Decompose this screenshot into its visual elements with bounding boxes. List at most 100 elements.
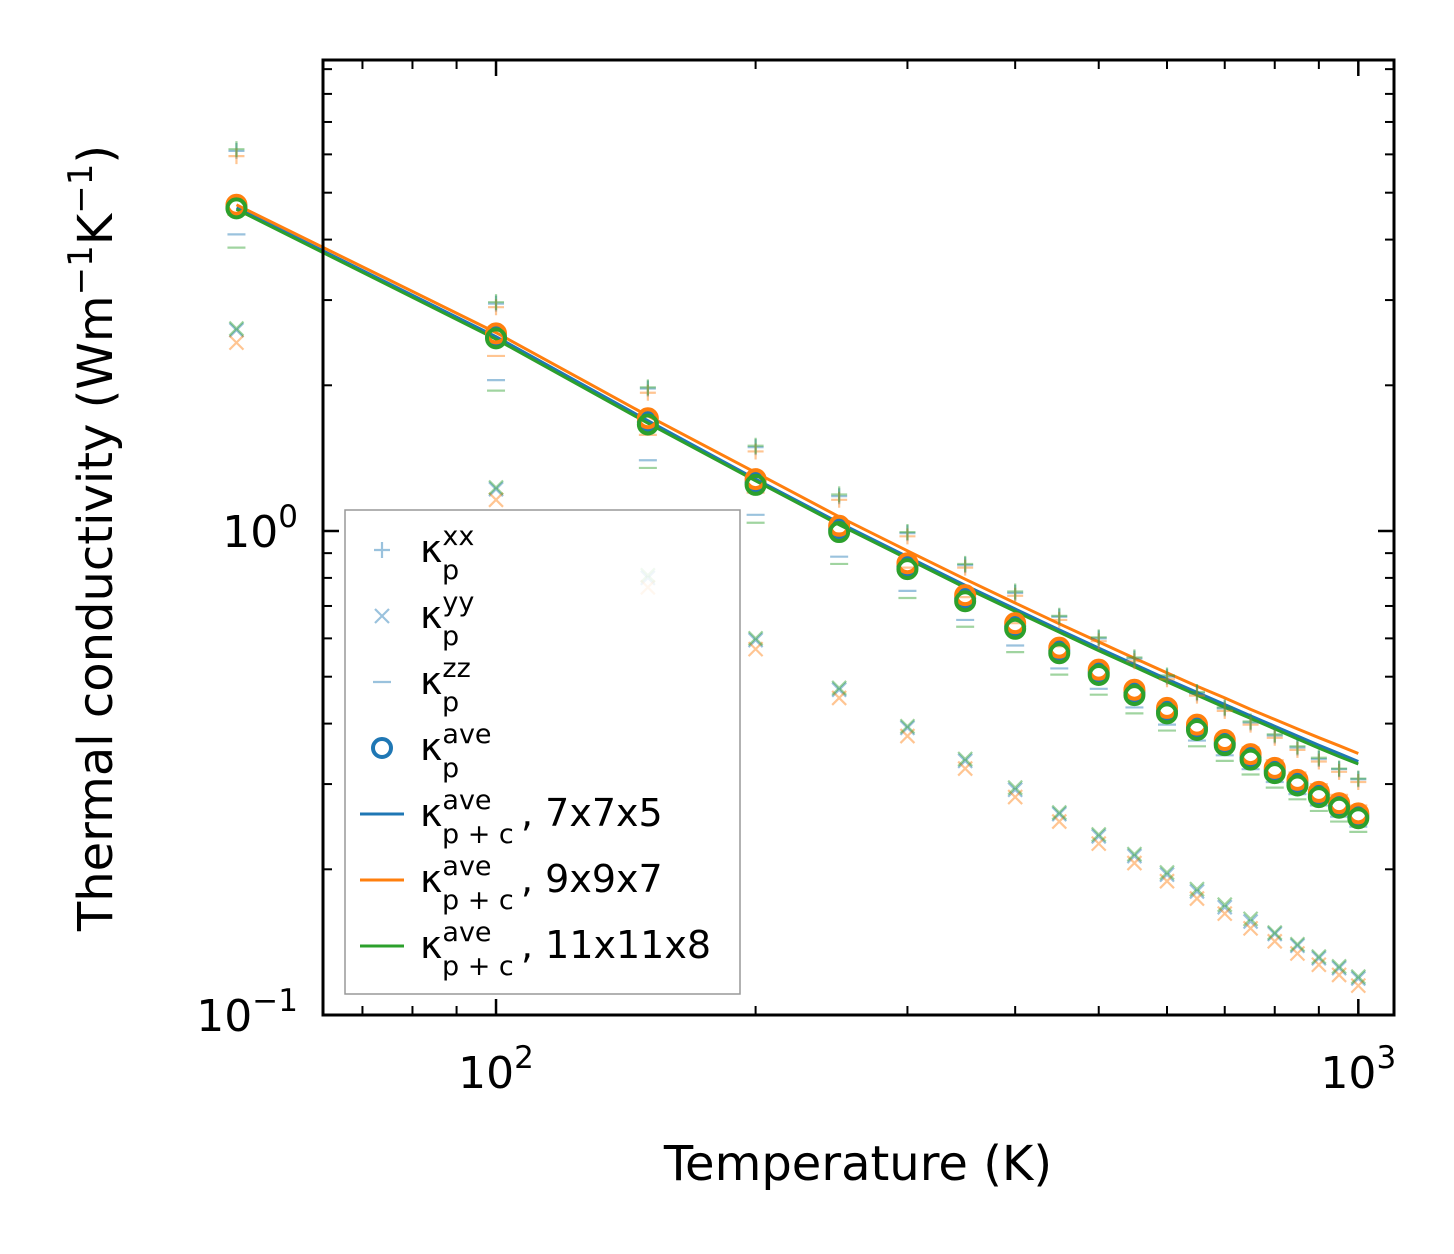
- data-point: [1266, 726, 1283, 743]
- data-point: [1242, 913, 1259, 930]
- data-point: [1051, 611, 1068, 628]
- data-point: [1090, 633, 1107, 650]
- data-point: [1266, 924, 1283, 941]
- x-axis-label: Temperature (K): [663, 1136, 1052, 1192]
- data-point: [1159, 873, 1175, 889]
- data-point: [957, 760, 973, 777]
- data-point: [1331, 763, 1348, 780]
- data-point: [1126, 653, 1143, 670]
- data-point: [831, 491, 848, 508]
- data-point: [488, 294, 505, 311]
- legend-entry: κyy p: [374, 587, 474, 652]
- data-point: [899, 728, 916, 744]
- data-point: [1289, 738, 1306, 755]
- data-point: [1310, 751, 1327, 768]
- legend-marker-swatch: [371, 737, 393, 759]
- data-point: [1216, 700, 1233, 717]
- data-point: [1239, 748, 1262, 771]
- data-point: [1126, 848, 1143, 864]
- legend-label: κxx p: [420, 521, 474, 586]
- data-point: [1007, 587, 1024, 604]
- y-axis-label-end: ): [68, 145, 124, 164]
- data-point: [1090, 826, 1107, 843]
- data-point: [831, 681, 847, 698]
- data-point: [1347, 807, 1370, 830]
- data-point: [1350, 968, 1367, 985]
- series-kyy-11x11x8: [228, 320, 1367, 985]
- y-tick-label: 100: [222, 499, 298, 558]
- data-point: [488, 492, 504, 508]
- legend-entry: κave p + c, 11x11x8: [360, 917, 711, 982]
- data-point: [228, 322, 245, 338]
- data-point: [1216, 699, 1233, 716]
- data-point: [747, 437, 764, 454]
- data-point: [1051, 608, 1068, 625]
- series-line-kpc-11x11x8: [235, 207, 1359, 766]
- data-point: [488, 479, 504, 496]
- data-point: [1242, 920, 1259, 937]
- data-point: [1216, 899, 1233, 915]
- data-point: [1242, 716, 1259, 733]
- legend-box: [344, 509, 741, 995]
- legend-label: κave p + c, 7x7x5: [420, 785, 663, 850]
- data-point: [488, 299, 505, 316]
- data-point: [1156, 702, 1179, 725]
- series-kzz-7x7x5: [227, 233, 1368, 828]
- data-point: [639, 380, 656, 397]
- data-point: [488, 295, 505, 312]
- data-point: [1007, 583, 1024, 600]
- data-point: [957, 557, 974, 574]
- y-axis-label-mid: K: [68, 212, 124, 245]
- data-point: [747, 632, 764, 648]
- data-point: [957, 555, 974, 572]
- legend-entry: κxx p: [374, 521, 474, 586]
- data-point: [747, 443, 764, 460]
- data-point: [1185, 719, 1208, 742]
- series-line-kpc-7x7x5: [235, 206, 1359, 763]
- data-point: [831, 680, 847, 696]
- data-point: [1126, 846, 1143, 862]
- data-point: [1126, 649, 1143, 666]
- data-point: [228, 148, 245, 165]
- data-point: [1051, 813, 1068, 830]
- data-point: [1007, 789, 1023, 805]
- legend-label: κave p + c, 9x9x7: [420, 851, 663, 916]
- legend-label: κave p + c, 11x11x8: [420, 917, 711, 982]
- legend-entry: κave p + c, 7x7x5: [360, 785, 663, 850]
- data-point: [1331, 761, 1348, 778]
- data-point: [957, 559, 974, 576]
- data-point: [1242, 714, 1259, 731]
- data-point: [1159, 667, 1176, 684]
- tick-layer: 102 103 10−1 100: [196, 60, 1396, 1099]
- data-point: [831, 488, 848, 505]
- data-point: [1216, 896, 1233, 913]
- data-point: [1266, 729, 1283, 746]
- data-point: [899, 718, 916, 735]
- data-point: [957, 753, 973, 769]
- data-point: [228, 141, 245, 158]
- data-point: [1159, 668, 1176, 685]
- series-line-kpc-9x9x7: [235, 203, 1359, 755]
- data-point: [747, 439, 764, 456]
- series-kzz-11x11x8: [227, 246, 1368, 833]
- data-point: [1189, 890, 1205, 907]
- data-point: [1048, 642, 1071, 665]
- data-point: [957, 751, 973, 767]
- data-point: [1188, 683, 1205, 700]
- legend-label: κyy p: [420, 587, 474, 652]
- data-point: [1188, 687, 1205, 704]
- data-point: [1289, 945, 1306, 962]
- data-point: [636, 413, 659, 436]
- data-point: [1311, 956, 1327, 973]
- data-point: [747, 641, 764, 657]
- data-point: [1266, 933, 1283, 950]
- data-point: [1331, 967, 1347, 983]
- data-point: [1289, 938, 1306, 954]
- legend-label: κzz p: [420, 653, 471, 718]
- data-point: [488, 481, 504, 497]
- data-point: [1189, 881, 1205, 897]
- data-point: [1004, 617, 1027, 640]
- data-point: [1216, 702, 1233, 719]
- legend-marker-swatch: [374, 542, 390, 558]
- data-point: [1331, 960, 1347, 976]
